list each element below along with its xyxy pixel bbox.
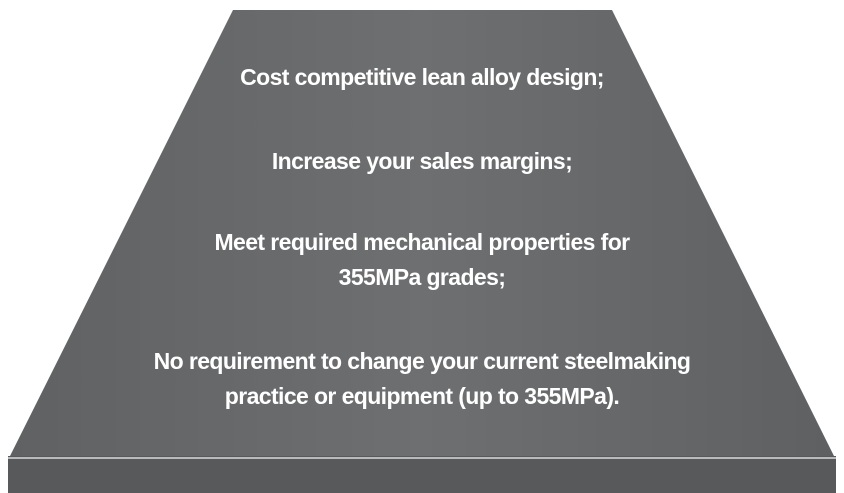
item-line: Increase your sales margins; [271,148,573,174]
item-line: Cost competitive lean alloy design; [240,64,604,90]
item-line: 355MPa grades; [338,264,506,290]
item: Cost competitive lean alloy design; [0,60,844,95]
base-slab [8,456,836,493]
item: Meet required mechanical properties for 3… [0,225,844,295]
item-line: No requirement to change your current st… [153,348,691,374]
item-line: Meet required mechanical properties for [214,229,630,255]
trapezoid [10,10,834,456]
item-line: practice or equipment (up to 355MPa). [224,383,620,409]
item: Increase your sales margins; [0,144,844,179]
item: No requirement to change your current st… [0,344,844,414]
